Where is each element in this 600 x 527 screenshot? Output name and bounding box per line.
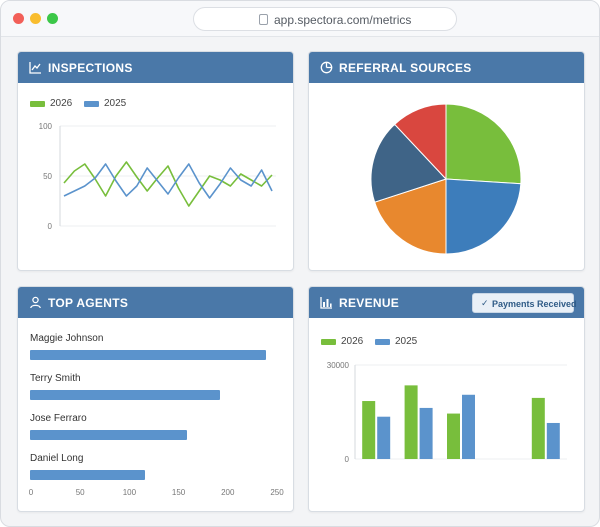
revenue-bar-2026 [531, 397, 545, 459]
legend-label: 2025 [395, 336, 418, 347]
revenue-bar-2025 [462, 394, 475, 459]
pie-chart-icon [320, 61, 333, 74]
pie-slice-1 [445, 103, 522, 185]
agent-bar [30, 390, 220, 400]
user-icon [30, 296, 41, 309]
agent-name: Terry Smith [30, 373, 81, 384]
revenue-bar-2025 [377, 416, 391, 459]
pie-slice-5 [393, 103, 447, 181]
agent-name: Maggie Johnson [30, 333, 104, 344]
minimize-window-button[interactable] [30, 13, 41, 24]
legend-label: 2026 [50, 98, 73, 109]
agent-bar [30, 350, 267, 360]
legend-swatch-blue [375, 339, 390, 345]
title-bar: app.spectora.com/metrics [1, 1, 599, 37]
pie-slice-4 [370, 123, 447, 203]
check-icon: ✓ [481, 298, 489, 308]
legend-label: 2026 [341, 336, 364, 347]
x-tick-label: 150 [171, 488, 186, 497]
y-tick-label: 100 [39, 122, 53, 131]
agent-name: Jose Ferraro [30, 413, 87, 424]
y-tick-label: 0 [48, 222, 53, 231]
y-tick-label: 30000 [327, 361, 350, 370]
revenue-bar-chart: 30000 0 [327, 361, 567, 464]
inspections-line-chart: 100 50 0 [39, 122, 276, 231]
series-line-2025 [63, 163, 273, 199]
payments-received-label: Payments Received [492, 299, 577, 309]
revenue-bar-2025 [419, 407, 433, 459]
agents-header: TOP AGENTS [18, 287, 293, 318]
x-tick-label: 50 [75, 488, 85, 497]
pie-slice-3 [374, 178, 447, 255]
revenue-bar-2026 [447, 413, 460, 459]
referral-sources-card: REFERRAL SOURCES [308, 51, 585, 271]
legend-swatch-green [321, 339, 336, 345]
legend-label: 2025 [104, 98, 127, 109]
inspections-card: INSPECTIONS 2026 2025 100 50 0 [17, 51, 294, 271]
revenue-header: REVENUE ✓ Payments Received [309, 287, 584, 318]
payments-received-button[interactable]: ✓ Payments Received [472, 293, 577, 313]
agent-bar [30, 470, 146, 480]
x-tick-label: 100 [122, 488, 137, 497]
address-bar[interactable]: app.spectora.com/metrics [193, 7, 457, 31]
x-tick-label: 250 [270, 488, 284, 497]
y-tick-label: 0 [345, 455, 350, 464]
y-tick-label: 50 [43, 172, 52, 181]
revenue-card: REVENUE ✓ Payments Received 2026 2025 30… [308, 286, 585, 512]
legend-swatch-blue [84, 101, 99, 107]
maximize-window-button[interactable] [47, 13, 58, 24]
inspections-header: INSPECTIONS [18, 52, 293, 83]
agent-name: Daniel Long [30, 453, 84, 464]
agents-title: TOP AGENTS [48, 296, 129, 310]
revenue-bar-2025 [546, 422, 560, 459]
referral-header: REFERRAL SOURCES [309, 52, 584, 83]
close-window-button[interactable] [13, 13, 24, 24]
revenue-bar-2026 [404, 385, 418, 459]
x-tick-label: 200 [221, 488, 235, 497]
line-chart-icon [29, 62, 41, 74]
series-line-2026 [63, 161, 273, 207]
referral-title: REFERRAL SOURCES [339, 61, 472, 75]
top-agents-card: TOP AGENTS Maggie Johnson Terry Smith Jose… [17, 286, 294, 512]
page-icon [259, 14, 268, 25]
revenue-bar-2026 [362, 401, 376, 459]
x-tick-label: 0 [28, 488, 34, 497]
pie-slice-2 [445, 178, 522, 255]
revenue-title: REVENUE [339, 296, 400, 310]
agent-bar [30, 430, 187, 440]
inspections-title: INSPECTIONS [48, 61, 133, 75]
legend-swatch-green [30, 101, 45, 107]
bar-chart-icon [320, 297, 332, 309]
url-text: app.spectora.com/metrics [274, 13, 412, 27]
referral-pie-chart [370, 103, 522, 255]
